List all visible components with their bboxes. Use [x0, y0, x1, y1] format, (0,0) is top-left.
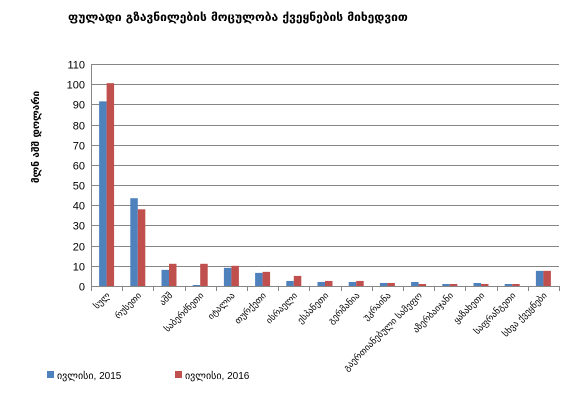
bar-series-2	[293, 275, 302, 286]
bar-series-2	[543, 270, 551, 286]
bar-series-1	[192, 284, 201, 286]
y-tick-label: 110	[67, 60, 85, 72]
y-tick-label: 90	[73, 100, 85, 112]
category-label: რუსეთი	[113, 290, 144, 321]
y-tick-label: 40	[73, 201, 85, 213]
y-axis-title: მლნ აშშ დოლარი	[30, 90, 42, 183]
legend: ივლისი, 2015 ივლისი, 2016	[47, 370, 250, 382]
bar-series-2	[449, 283, 458, 286]
category-label: იტალია	[206, 291, 237, 322]
category-label: აშშ	[158, 290, 176, 308]
y-tick-label: 70	[73, 141, 85, 153]
bar-series-2	[262, 271, 271, 286]
y-tick-label: 0	[79, 282, 85, 294]
bar-series-2	[325, 280, 333, 286]
bar-series-1	[535, 270, 544, 286]
legend-swatch	[47, 371, 54, 378]
bar-series-1	[473, 282, 481, 286]
category-label: გერმანია	[326, 290, 362, 326]
category-label: ისრაელი	[264, 290, 300, 326]
legend-swatch	[175, 371, 182, 378]
bar-series-2	[356, 280, 364, 286]
category-label: სულ	[92, 290, 113, 311]
y-tick-label: 60	[73, 161, 85, 173]
y-tick-label: 100	[67, 80, 85, 92]
y-tick-label: 30	[73, 221, 85, 233]
bar-series-1	[411, 281, 419, 286]
bar-series-1	[317, 281, 325, 286]
category-label: უკრაინა	[361, 290, 394, 323]
category-label: ესპანეთი	[295, 290, 331, 326]
y-tick-label: 50	[73, 181, 85, 193]
y-tick-label: 10	[73, 262, 85, 274]
bar-series-1	[379, 282, 388, 286]
y-tick-label: 20	[73, 242, 85, 254]
bar-series-2	[169, 263, 177, 286]
legend-label: ივლისი, 2016	[185, 370, 250, 382]
bar-series-2	[231, 265, 239, 286]
bar-series-1	[130, 198, 138, 286]
bar-series-2	[512, 283, 520, 286]
legend-label: ივლისი, 2015	[57, 370, 122, 382]
bar-series-1	[442, 283, 450, 286]
bar-series-1	[504, 283, 513, 286]
bar-series-1	[99, 101, 107, 286]
bar-series-1	[223, 267, 232, 286]
bar-series-1	[255, 272, 263, 286]
bar-series-2	[418, 283, 427, 286]
bar-series-2	[481, 283, 489, 286]
bar-series-2	[137, 209, 146, 286]
bar-series-2	[387, 282, 395, 286]
bar-series-1	[161, 269, 169, 286]
y-tick-label: 80	[73, 121, 85, 133]
chart-title: ფულადი გზავნილების მოცულობა ქვეყნების მი…	[68, 10, 408, 24]
bar-series-2	[106, 83, 115, 286]
bar-series-1	[286, 280, 294, 286]
bar-series-1	[348, 281, 357, 286]
category-label: თურქეთი	[233, 290, 269, 326]
bar-series-2	[200, 263, 208, 286]
